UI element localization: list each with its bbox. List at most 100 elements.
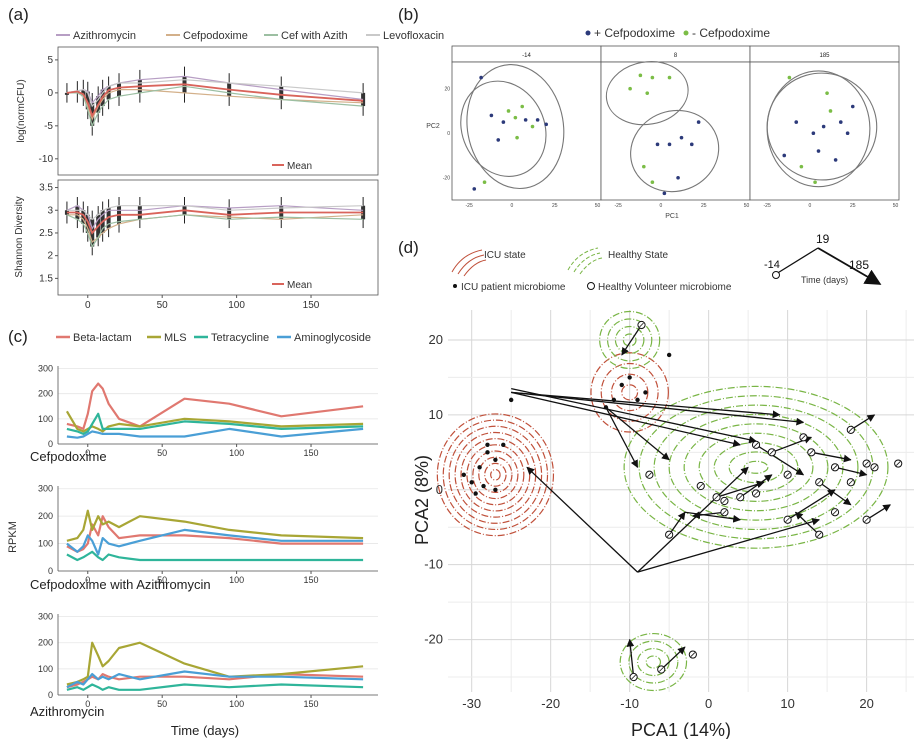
panel-a-top-ylabel: log(normCFU) xyxy=(16,79,27,142)
legend-c-mls: MLS xyxy=(164,332,187,344)
box-a-bottom-13 xyxy=(361,205,366,220)
box-a-bottom-2 xyxy=(81,210,86,224)
panel-d-points xyxy=(461,320,903,682)
xtick-d-10: -10 xyxy=(620,696,639,711)
panel-d-plot-bg xyxy=(448,310,914,692)
icu-point-12 xyxy=(635,397,640,403)
panel-a-xticks: 0 50 100 150 xyxy=(85,295,320,311)
panel-b-xlabel: PC1 xyxy=(665,213,679,220)
xtick-label-c-2-0: 0 xyxy=(85,699,90,709)
point-b-185-9 xyxy=(799,164,804,169)
series-a-top-levofloxacin xyxy=(66,79,364,108)
time-start-label: -14 xyxy=(764,259,780,271)
trajectory-arrow-12 xyxy=(755,444,805,476)
healthy-point-mark-15 xyxy=(816,479,822,485)
icu-point-14 xyxy=(643,390,648,395)
healthy-point-mark-11 xyxy=(769,450,775,455)
xtick-label-a-50: 50 xyxy=(157,300,169,311)
point-b-14-9 xyxy=(506,109,511,113)
panel-d-legend: ICU state Healthy State ICU patient micr… xyxy=(451,232,882,293)
ytick-c-2-0: 0 xyxy=(48,690,53,700)
mean-label-top: Mean xyxy=(287,161,312,172)
xtick-label-c-1-50: 50 xyxy=(157,575,167,585)
point-b-14-13 xyxy=(544,122,548,127)
healthy-contour-0-1 xyxy=(728,451,784,484)
box-a-top-0 xyxy=(64,92,69,95)
point-b-8-8 xyxy=(689,142,694,147)
healthy-point-mark-3 xyxy=(690,652,696,657)
trajectory-arrow-22 xyxy=(692,511,725,520)
trajectory-arrow-20 xyxy=(626,638,635,678)
icu-contour-1-2 xyxy=(600,362,659,422)
xtick-d-30: -30 xyxy=(462,696,481,711)
trajectory-arrow-16 xyxy=(834,466,868,477)
icu-contour-0-0 xyxy=(490,468,501,481)
point-b-8-3 xyxy=(667,75,672,80)
healthy-point-mark-13 xyxy=(785,472,790,478)
ytick-c-0-300: 300 xyxy=(38,364,53,374)
series-a-bottom-cef-with-azith xyxy=(66,214,364,248)
trajectory-arrow-3 xyxy=(511,391,781,419)
ellipse-14-0 xyxy=(460,80,547,177)
point-b-14-4 xyxy=(523,118,528,122)
ytick-label-a-bottom-3-5: 3.5 xyxy=(39,183,53,194)
healthy-point-mark-2 xyxy=(658,667,664,672)
time-legend: -14 19 185 Time (days) xyxy=(764,232,882,285)
ytick-c-2-100: 100 xyxy=(38,664,53,674)
ytick-c-0-0: 0 xyxy=(48,439,53,449)
icu-contour-0-1 xyxy=(484,462,507,487)
series-c-2-mls xyxy=(66,641,364,686)
point-b-8-13 xyxy=(642,164,646,169)
trajectory-arrow-4 xyxy=(605,406,670,461)
xtick-b-14-25: -25 xyxy=(466,203,473,209)
healthy-point-swatch xyxy=(587,282,595,290)
healthy-point-label: Healthy Volunteer microbiome xyxy=(598,282,732,293)
icu-point-5 xyxy=(473,491,478,496)
healthy-contour-2-0 xyxy=(645,655,662,669)
ellipse-14-1 xyxy=(466,64,565,190)
trajectory-arrow-14 xyxy=(811,451,852,463)
panel-a-top-series xyxy=(64,66,366,136)
point-b-185-11 xyxy=(782,153,787,158)
ytick-d-10: -10 xyxy=(424,557,443,572)
facet-label-8: 8 xyxy=(674,53,678,59)
panel-a-bottom-frame xyxy=(57,179,379,296)
icu-point-13 xyxy=(627,375,632,380)
xtick-b-14-25: 25 xyxy=(552,203,558,209)
point-b-185-1 xyxy=(794,120,799,124)
series-a-top-cef-with-azith xyxy=(66,85,364,128)
time-end-label: 185 xyxy=(849,258,869,272)
icu-contour-0-2 xyxy=(478,456,513,493)
point-b-185-12 xyxy=(850,104,855,109)
xtick-d-0: 0 xyxy=(705,696,712,711)
facet-label-185: 185 xyxy=(819,53,830,59)
panel-c: (c) Beta-lactam MLS Tetracycline Aminogl… xyxy=(7,327,378,738)
series-c-1-aminoglycoside xyxy=(66,528,364,556)
icu-point-8 xyxy=(461,472,466,477)
point-b-8-12 xyxy=(696,120,701,124)
healthy-contour-0-6 xyxy=(653,404,859,531)
healthy-point-mark-26 xyxy=(722,509,727,515)
ellipse-8-0 xyxy=(605,61,689,126)
ellipse-8-1 xyxy=(630,109,720,193)
ytick-c-0-100: 100 xyxy=(38,414,53,424)
panel-b-facets: -14 -25 0 25 50 20 0 -20 8 -25 0 25 50 185 -25 0 25 50 xyxy=(443,45,900,209)
xtick-b-185-0: 0 xyxy=(809,203,812,209)
xtick-label-c-1-0: 0 xyxy=(85,575,90,585)
series-a-bottom-levofloxacin xyxy=(66,205,364,221)
point-b-14-5 xyxy=(530,124,535,129)
panel-d-label: (d) xyxy=(398,238,419,257)
facet-frame-14 xyxy=(451,61,602,201)
xtick-label-c-0-0: 0 xyxy=(85,448,90,458)
xtick-b-8-25: -25 xyxy=(615,203,622,209)
healthy-point-mark-25 xyxy=(816,532,822,537)
healthy-state-swatch xyxy=(567,247,603,275)
panel-d: (d) ICU state Healthy State ICU patient … xyxy=(398,232,914,739)
icu-contour-0-8 xyxy=(442,419,549,531)
icu-contour-1-0 xyxy=(621,384,639,401)
series-a-bottom-cefpodoxime xyxy=(66,214,364,243)
panel-a-top-frame xyxy=(57,46,379,176)
icu-point-10 xyxy=(619,382,624,388)
series-c-1-tetracycline xyxy=(66,550,364,562)
